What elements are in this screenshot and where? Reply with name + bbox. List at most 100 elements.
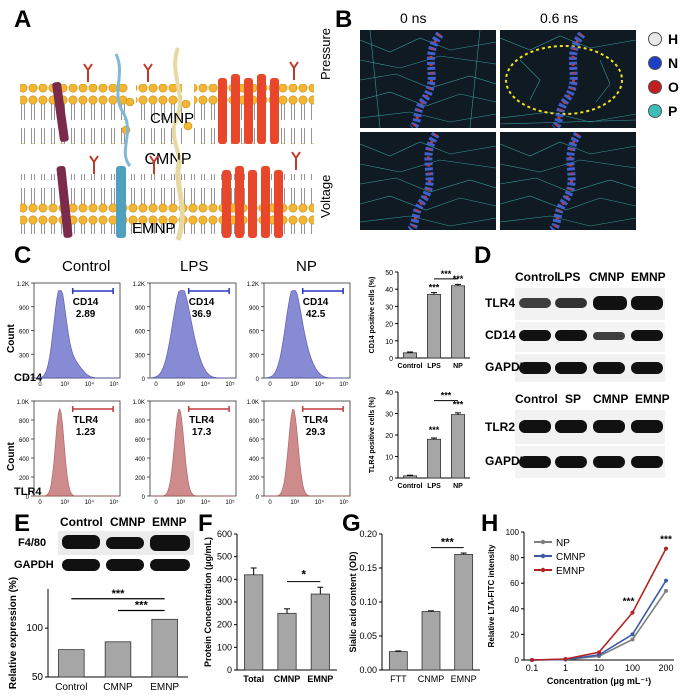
legend-marker: [540, 539, 546, 545]
legend-item-o: O: [648, 78, 679, 96]
x-tick-label: CMNP: [103, 682, 133, 693]
bar: [388, 651, 408, 671]
x-tick-label: 10⁴: [85, 499, 95, 505]
gate-value: 29.3: [306, 427, 326, 438]
data-point: [597, 650, 601, 655]
bar: [277, 612, 297, 671]
y-tick-label: 800: [249, 419, 260, 425]
y-tick-label: 200: [217, 620, 232, 630]
histogram-curve: [149, 290, 236, 379]
y-tick-label: 800: [19, 419, 30, 425]
legend-item-h: H: [648, 30, 678, 48]
y-tick-label: 800: [135, 419, 146, 425]
y-tick-label: 400: [135, 457, 146, 463]
atom-dot-icon: [648, 104, 662, 118]
md-snapshot-voltage-0ns: [360, 132, 496, 230]
gate-value: 1.23: [76, 427, 96, 438]
data-point: [664, 588, 668, 593]
sig-label: *: [301, 568, 306, 582]
e-band-gapdh: GAPDH: [14, 559, 54, 571]
y-tick-label: 100: [217, 642, 232, 652]
band-tlr2: TLR2: [485, 420, 515, 434]
y-tick-label: 600: [249, 330, 260, 336]
y-tick-label: 0: [389, 356, 393, 363]
y-tick-label: 10: [385, 339, 393, 346]
y-tick-label: 0: [256, 377, 260, 383]
series-line: [531, 590, 667, 661]
legend-marker: [540, 553, 546, 559]
y-tick-label: 10: [385, 455, 393, 462]
y-axis-label: CD14 positive cells (%): [369, 277, 376, 354]
gate-name: CD14: [303, 297, 329, 308]
x-tick-label: 10⁵: [225, 381, 235, 388]
x-tick-label: CNMP: [418, 674, 445, 684]
y-tick-label: 0: [227, 665, 232, 675]
sig-label: ***: [429, 425, 440, 435]
y-axis-label: Sialic acid content (OD): [348, 551, 358, 652]
y-tick-label: 0: [142, 377, 146, 383]
y-tick-label: 0.15: [359, 563, 377, 573]
membrane-illustration: CMNP: [20, 47, 314, 241]
x-tick-label: CMNP: [274, 674, 301, 684]
gate-name: TLR4: [189, 415, 214, 426]
x-tick-label: 10⁵: [339, 499, 349, 505]
marker-cd14: CD14: [14, 372, 43, 384]
gate-name: CD14: [189, 297, 215, 308]
x-tick-label: LPS: [427, 483, 441, 490]
y-tick-label: 0: [256, 495, 260, 501]
x-tick-label: 0: [38, 500, 42, 505]
atom-dot-icon: [648, 80, 662, 94]
tlr4-bar-chart: 0 10 20 30 40 Control LPS NP TLR4 positive cells…: [369, 390, 470, 490]
y-tick-label: 600: [135, 330, 146, 336]
bar: [310, 593, 330, 671]
x-tick-label: Control: [398, 363, 423, 370]
x-tick-label: 10⁵: [225, 499, 235, 505]
y-tick-label: 300: [135, 353, 146, 359]
x-tick-label: 10: [594, 663, 604, 673]
row-label-pressure: Pressure: [318, 27, 333, 80]
legend-symbol: N: [668, 55, 679, 71]
row-label-voltage: Voltage: [318, 174, 333, 218]
data-point: [530, 658, 534, 662]
h-line-chart: 0 20 40 60 80 100 0.1 1 10 100 200 Concentration (μ…: [487, 528, 674, 686]
legend-label: EMNP: [556, 566, 585, 577]
g-bar-chart: 0.00 0.05 0.10 0.15 0.20 FTT CNMP EMNP Sialic ac…: [348, 529, 480, 684]
y-tick-label: 1.0K: [133, 400, 145, 406]
md-snapshot-pressure-0ns: [360, 30, 496, 128]
md-snapshot-pressure-06ns: [500, 30, 636, 128]
x-tick-label: 10³: [60, 382, 69, 388]
y-tick-label: 20: [510, 630, 519, 639]
legend-symbol: P: [668, 103, 678, 119]
y-tick-label: 1.2K: [247, 282, 259, 288]
legend-label: NP: [556, 538, 570, 549]
marker-tlr4: TLR4: [14, 486, 42, 498]
x-tick-label: 10³: [60, 500, 69, 505]
y-tick-label: 200: [249, 476, 260, 482]
y-axis-label: Protein Concentration (μg/mL): [203, 537, 213, 667]
y-tick-label: 900: [249, 306, 260, 312]
y-tick-label: 80: [510, 554, 519, 563]
e-lane-emnp: EMNP: [152, 515, 187, 529]
band2-gapdh: GAPDH: [485, 454, 529, 468]
x-tick-label: EMNP: [307, 674, 333, 684]
y-tick-label: 900: [135, 306, 146, 312]
e-lane-control: Control: [60, 515, 103, 529]
gate-name: TLR4: [303, 415, 328, 426]
bar: [451, 414, 466, 479]
gate-value: 36.9: [192, 309, 212, 320]
gate-name: CD14: [73, 297, 99, 308]
y-tick-label: 300: [249, 353, 260, 359]
x-tick-label: 10⁴: [315, 499, 325, 505]
x-tick-label: NP: [453, 363, 463, 370]
gate-value: 17.3: [192, 427, 212, 438]
histogram-curve: [264, 408, 350, 497]
histogram-curve: [150, 408, 236, 497]
sig-label: ***: [441, 269, 452, 279]
y-tick-label: 300: [217, 597, 232, 607]
data-point: [563, 656, 568, 661]
y-tick-label: 0.10: [359, 597, 377, 607]
e-bar-chart: 50 100 Control CMNP EMNP Relative expression …: [8, 577, 188, 693]
bar: [427, 438, 442, 479]
lane2-emnp: EMNP: [635, 392, 670, 406]
